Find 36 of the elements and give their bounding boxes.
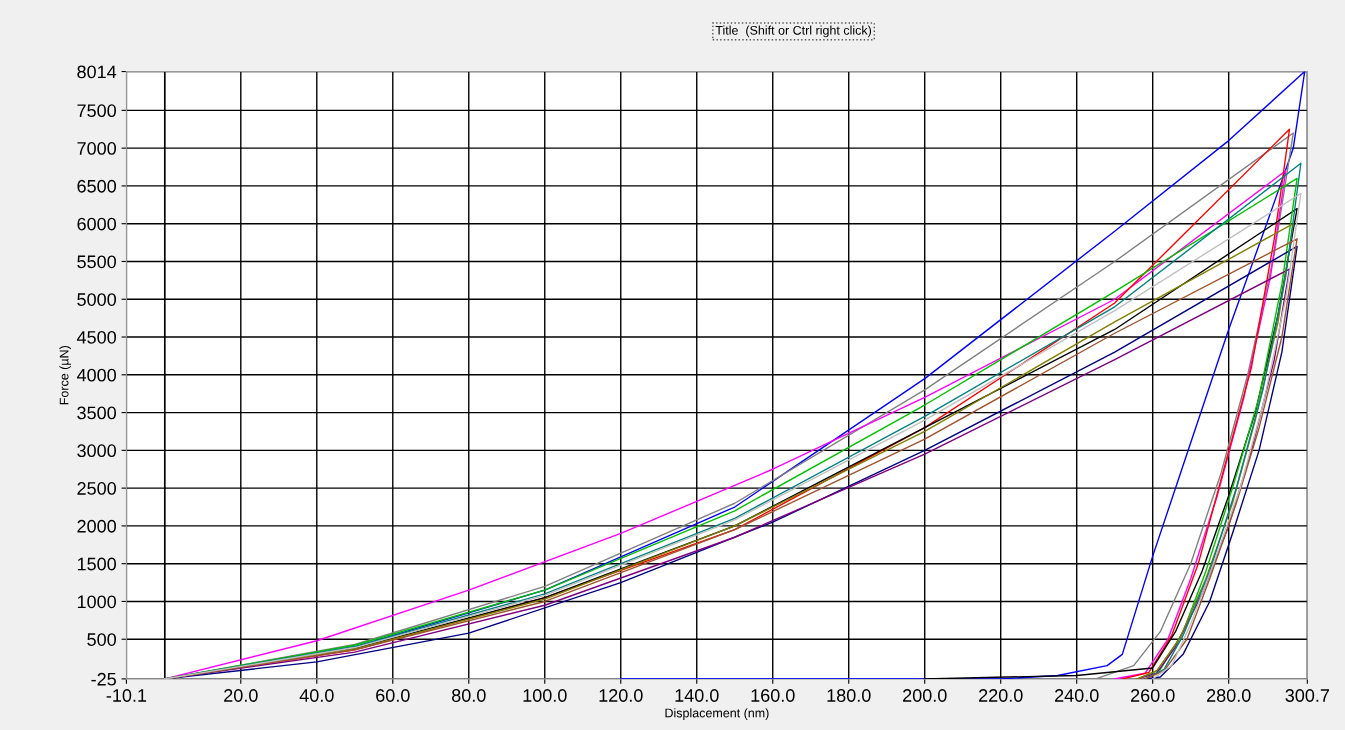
x-tick-label: -10.1 xyxy=(106,689,147,702)
x-tick-label: 140.0 xyxy=(675,689,719,702)
x-tick-label: 180.0 xyxy=(827,689,871,702)
y-tick-label: 7000 xyxy=(77,142,117,155)
y-tick-label: 6000 xyxy=(77,217,117,231)
x-tick-label: 280.0 xyxy=(1207,689,1251,702)
x-tick-label: 20.0 xyxy=(224,689,258,702)
x-tick-label: 200.0 xyxy=(903,689,947,702)
y-tick-label: 7500 xyxy=(77,104,117,118)
y-axis-title: Force (µN) xyxy=(59,346,71,405)
y-tick-label: 1000 xyxy=(77,595,117,609)
y-tick-label: 5000 xyxy=(77,293,117,306)
y-tick-label: 8014 xyxy=(77,65,117,79)
x-tick-label: 220.0 xyxy=(979,689,1023,702)
x-tick-label: 40.0 xyxy=(299,689,334,702)
x-axis-title: Displacement (nm) xyxy=(665,708,769,720)
chart-title: Title (Shift or Ctrl right click) xyxy=(715,25,872,38)
x-tick-label: 260.0 xyxy=(1131,689,1175,702)
y-tick-label: 1500 xyxy=(77,557,117,571)
y-tick-label: 4500 xyxy=(76,330,117,344)
y-tick-label: 3500 xyxy=(77,406,117,420)
x-tick-label: 300.7 xyxy=(1285,689,1330,702)
y-tick-label: 2500 xyxy=(77,482,117,495)
y-tick-label: 500 xyxy=(87,633,116,646)
y-tick-label: 2000 xyxy=(77,519,117,533)
x-tick-label: 240.0 xyxy=(1055,689,1099,702)
x-tick-label: 120.0 xyxy=(599,689,643,702)
x-tick-label: 80.0 xyxy=(451,689,486,702)
x-tick-label: 160.0 xyxy=(751,689,795,702)
y-tick-label: -25 xyxy=(91,672,116,686)
y-tick-label: 5500 xyxy=(77,255,117,269)
x-tick-label: 60.0 xyxy=(376,689,410,702)
y-tick-label: 4000 xyxy=(76,368,117,382)
x-tick-label: 100.0 xyxy=(523,689,567,702)
y-tick-label: 6500 xyxy=(77,179,117,193)
y-tick-label: 3000 xyxy=(77,444,117,458)
